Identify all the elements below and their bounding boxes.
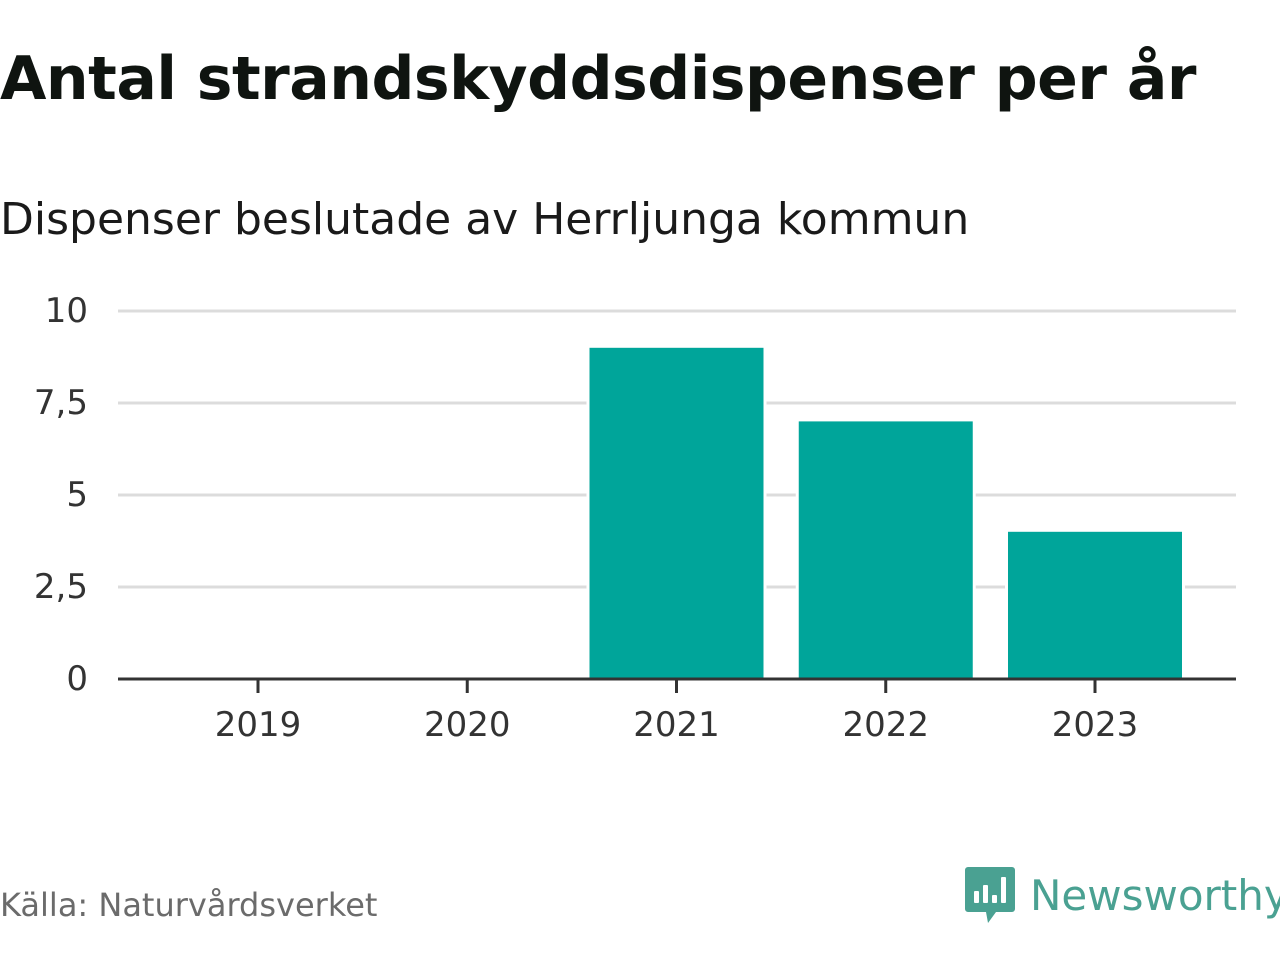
y-tick-label: 0 — [66, 659, 88, 699]
bar-2023 — [1005, 528, 1185, 682]
y-axis-ticks: 0 2,5 5 7,5 10 — [34, 291, 88, 699]
x-tick-label: 2022 — [842, 705, 929, 745]
y-tick-label: 2,5 — [34, 567, 88, 607]
x-tick-label: 2023 — [1052, 705, 1139, 745]
y-tick-label: 7,5 — [34, 383, 88, 423]
bar-2022 — [795, 418, 976, 682]
brand: Newsworthy — [964, 864, 1280, 926]
chart-subtitle: Dispenser beslutade av Herrljunga kommun — [0, 194, 970, 245]
y-tick-label: 10 — [45, 291, 88, 331]
chart-title: Antal strandskyddsdispenser per år — [0, 44, 1196, 114]
newsworthy-logo-icon — [965, 867, 1015, 923]
brand-name: Newsworthy — [1030, 870, 1280, 920]
bar-2021 — [586, 344, 767, 682]
x-tick-label: 2021 — [633, 705, 720, 745]
x-tick-label: 2020 — [424, 705, 511, 745]
x-axis-ticks: 2019 2020 2021 2022 2023 — [215, 679, 1139, 745]
bars — [586, 344, 1185, 682]
y-tick-label: 5 — [66, 475, 88, 515]
source-note: Källa: Naturvårdsverket — [0, 886, 378, 924]
x-tick-label: 2019 — [215, 705, 302, 745]
